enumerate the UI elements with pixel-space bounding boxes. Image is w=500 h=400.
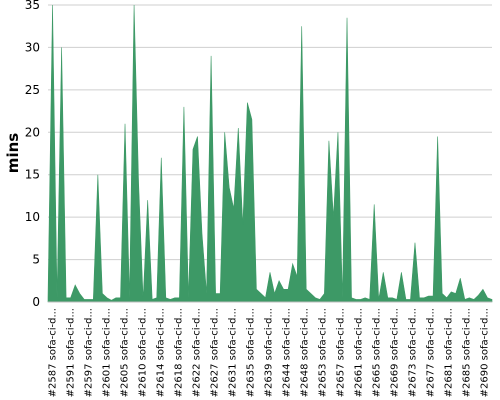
x-tick-label: #2673 sofa-ci-d... [408, 308, 419, 397]
y-tick-label: 20 [25, 125, 40, 139]
x-tick-label: #2605 sofa-ci-d... [120, 308, 131, 397]
x-tick-label: #2648 sofa-ci-d... [300, 308, 311, 397]
y-tick-label: 25 [25, 83, 40, 97]
x-tick-label: #2644 sofa-ci-d... [282, 308, 293, 397]
x-tick-label: #2631 sofa-ci-d... [228, 308, 239, 397]
y-tick-label: 30 [25, 40, 40, 54]
x-tick-label: #2610 sofa-ci-d... [138, 308, 149, 397]
y-tick-label: 0 [32, 295, 40, 309]
y-tick-label: 5 [32, 253, 40, 267]
x-tick-label: #2669 sofa-ci-d... [390, 308, 401, 397]
series-area [47, 4, 493, 303]
x-tick-label: #2685 sofa-ci-d... [462, 308, 473, 397]
x-tick-label: #2587 sofa-ci-d... [48, 308, 59, 397]
x-tick-label: #2653 sofa-ci-d... [318, 308, 329, 397]
x-tick-label: #2591 sofa-ci-d... [66, 308, 77, 397]
x-tick-label: #2601 sofa-ci-d... [102, 308, 113, 397]
x-tick-label: #2677 sofa-ci-d... [426, 308, 437, 397]
x-tick-label: #2627 sofa-ci-d... [210, 308, 221, 397]
x-axis: #2587 sofa-ci-d... #2591 sofa-ci-d... #259… [48, 301, 492, 397]
x-tick-label: #2681 sofa-ci-d... [444, 308, 455, 397]
y-axis: 0 5 10 15 20 25 30 35 [25, 0, 40, 309]
x-tick-label: #2614 sofa-ci-d... [156, 308, 167, 397]
grid-lines [48, 4, 492, 303]
x-tick-label: #2639 sofa-ci-d... [264, 308, 275, 397]
y-axis-label: mins [4, 133, 22, 173]
x-tick-label: #2690 sofa-ci-d... [480, 308, 491, 397]
x-tick-label: #2635 sofa-ci-d... [246, 308, 257, 397]
x-tick-label: #2661 sofa-ci-d... [354, 308, 365, 397]
x-tick-label: #2597 sofa-ci-d... [84, 308, 95, 397]
x-tick-label: #2622 sofa-ci-d... [192, 308, 203, 397]
x-tick-label: #2618 sofa-ci-d... [174, 308, 185, 397]
y-tick-label: 35 [25, 0, 40, 12]
x-tick-label: #2665 sofa-ci-d... [372, 308, 383, 397]
y-tick-label: 15 [25, 168, 40, 182]
area-series [47, 4, 493, 303]
y-tick-label: 10 [25, 210, 40, 224]
x-tick-label: #2657 sofa-ci-d... [336, 308, 347, 397]
